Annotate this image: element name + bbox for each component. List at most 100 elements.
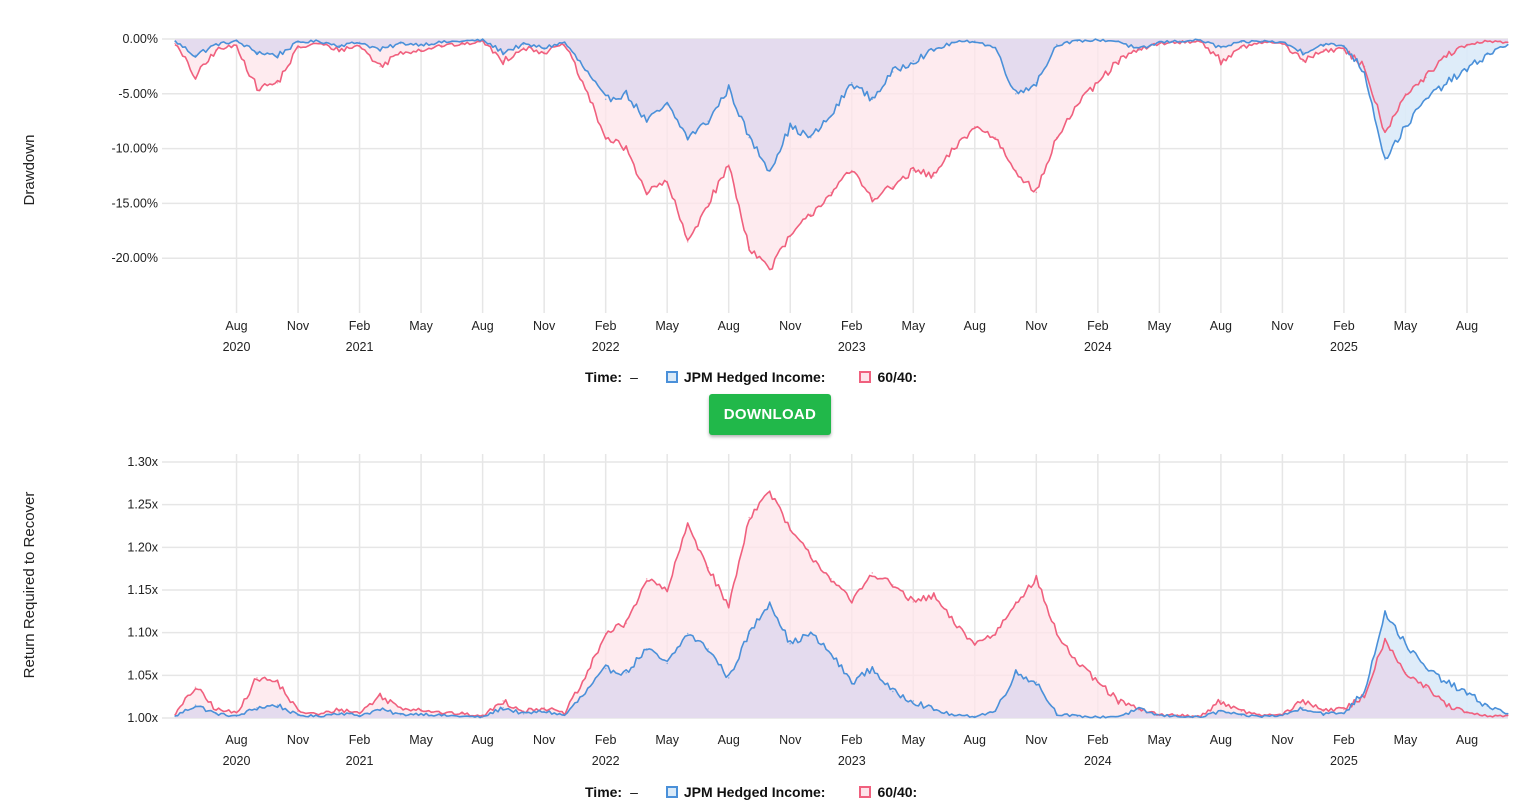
data-point-6040 xyxy=(892,584,894,586)
data-point-jpm xyxy=(707,648,709,650)
x-tick-label: Feb xyxy=(1333,319,1355,333)
data-point-jpm xyxy=(358,41,361,44)
data-point-6040 xyxy=(1076,104,1079,106)
data-point-6040 xyxy=(338,49,340,51)
series-line-6040 xyxy=(174,490,1509,718)
data-point-jpm xyxy=(1445,681,1448,683)
data-point-jpm xyxy=(851,82,853,84)
data-point-6040 xyxy=(871,197,874,199)
data-point-jpm xyxy=(1117,40,1120,42)
data-point-jpm xyxy=(892,690,894,693)
series-line-6040 xyxy=(174,39,1509,271)
x-year-label: 2022 xyxy=(592,754,620,768)
data-point-jpm xyxy=(871,667,874,670)
data-point-6040 xyxy=(892,186,894,188)
data-point-jpm xyxy=(256,707,258,709)
data-point-jpm xyxy=(851,681,853,683)
data-point-jpm xyxy=(399,713,402,716)
data-point-jpm xyxy=(727,87,730,90)
recovery-chart: Return Required to Recover 1.00x 1.05x 1.1… xyxy=(21,454,1509,768)
data-point-6040 xyxy=(1035,578,1038,580)
data-point-jpm xyxy=(1056,43,1058,46)
data-point-jpm xyxy=(1343,712,1345,714)
y-tick-label: -15.00% xyxy=(111,196,158,210)
data-point-6040 xyxy=(1363,65,1366,68)
y-tick-label: 1.00x xyxy=(127,711,158,725)
data-point-jpm xyxy=(789,643,791,645)
drawdown-chart: Drawdown 0.00% -5.00% -10.00% -15.00% -20.00… xyxy=(21,32,1509,354)
data-point-jpm xyxy=(174,715,176,718)
data-point-jpm xyxy=(933,708,935,711)
data-point-6040 xyxy=(1425,686,1427,689)
data-point-6040 xyxy=(871,572,874,574)
data-point-6040 xyxy=(1322,708,1325,711)
data-point-6040 xyxy=(440,44,443,47)
data-point-jpm xyxy=(625,93,627,95)
data-point-jpm xyxy=(1097,39,1099,41)
data-point-6040 xyxy=(1445,54,1448,57)
legend-item-6040[interactable]: 60/40: xyxy=(859,369,917,385)
data-point-6040 xyxy=(1097,681,1099,683)
data-point-jpm xyxy=(440,714,443,717)
data-point-jpm xyxy=(1179,40,1181,42)
data-point-jpm xyxy=(317,40,320,42)
data-point-jpm xyxy=(666,104,668,106)
data-point-jpm xyxy=(1404,125,1407,128)
data-point-jpm xyxy=(1322,43,1325,46)
data-point-jpm xyxy=(502,707,504,709)
data-point-6040 xyxy=(625,147,627,150)
x-tick-label: May xyxy=(1148,319,1172,333)
data-point-6040 xyxy=(1015,601,1017,603)
download-button[interactable]: DOWNLOAD xyxy=(709,394,831,435)
legend-swatch-6040 xyxy=(859,371,872,383)
data-point-6040 xyxy=(1425,76,1427,79)
x-tick-label: Nov xyxy=(779,733,802,747)
data-point-jpm xyxy=(933,49,935,51)
x-tick-label: Aug xyxy=(225,319,247,333)
x-tick-label: May xyxy=(409,733,433,747)
data-point-jpm xyxy=(871,98,874,101)
x-tick-label: Feb xyxy=(841,733,863,747)
data-point-jpm xyxy=(1507,712,1509,715)
drawdown-ylabel: Drawdown xyxy=(21,135,38,206)
data-point-6040 xyxy=(1158,713,1161,716)
data-point-jpm xyxy=(1425,98,1427,101)
data-point-jpm xyxy=(317,715,320,718)
data-point-jpm xyxy=(1445,82,1448,84)
x-tick-label: Feb xyxy=(1087,319,1109,333)
data-point-6040 xyxy=(1199,40,1202,42)
data-point-6040 xyxy=(461,43,463,46)
data-point-jpm xyxy=(912,700,915,702)
data-point-6040 xyxy=(338,708,340,711)
y-tick-label: -5.00% xyxy=(118,87,158,101)
data-point-6040 xyxy=(974,643,976,645)
data-point-jpm xyxy=(1199,39,1202,41)
data-point-6040 xyxy=(1158,42,1161,45)
drawdown-legend: Time: – JPM Hedged Income: 60/40: xyxy=(585,367,951,387)
x-tick-label: Aug xyxy=(1456,733,1478,747)
data-point-jpm xyxy=(1240,41,1243,44)
data-point-jpm xyxy=(1404,643,1407,645)
data-point-6040 xyxy=(543,707,545,709)
data-point-jpm xyxy=(297,714,299,717)
data-point-jpm xyxy=(563,714,566,717)
data-point-6040 xyxy=(789,529,791,532)
data-point-6040 xyxy=(174,42,176,45)
legend-time-value: – xyxy=(630,784,638,800)
data-point-jpm xyxy=(1507,43,1509,46)
x-tick-label: Aug xyxy=(471,733,493,747)
data-point-6040 xyxy=(235,44,238,47)
legend-item-6040[interactable]: 60/40: xyxy=(859,784,917,800)
legend-item-jpm[interactable]: JPM Hedged Income: xyxy=(665,369,825,385)
data-point-jpm xyxy=(1015,93,1017,95)
x-tick-label: Nov xyxy=(1271,319,1294,333)
data-point-6040 xyxy=(994,632,997,635)
data-point-6040 xyxy=(933,175,935,177)
data-point-6040 xyxy=(625,622,627,625)
x-tick-label: Feb xyxy=(349,319,371,333)
data-point-jpm xyxy=(686,632,689,635)
y-tick-label: 0.00% xyxy=(123,32,158,46)
legend-item-jpm[interactable]: JPM Hedged Income: xyxy=(665,784,825,800)
x-tick-label: Aug xyxy=(964,319,986,333)
data-point-6040 xyxy=(645,578,648,580)
